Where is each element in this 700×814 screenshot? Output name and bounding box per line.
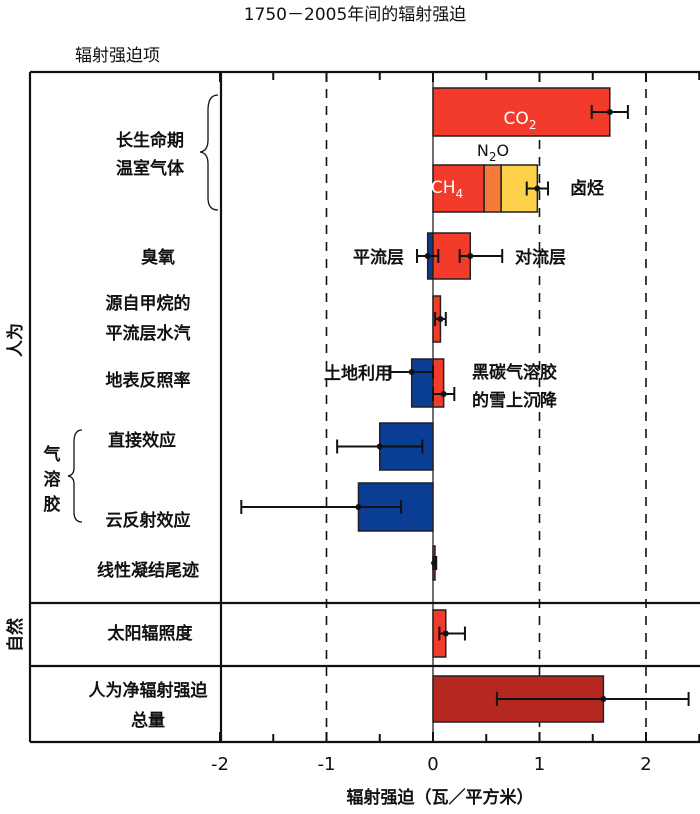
error-bar <box>389 365 434 379</box>
error-center-dot <box>440 391 447 397</box>
x-tick-label: -2 <box>211 754 229 775</box>
error-bar <box>416 249 440 263</box>
aerosol-brace-label-char: 气 <box>43 444 61 465</box>
error-center-dot <box>442 630 449 637</box>
error-bar <box>525 181 550 196</box>
land-use-label: 土地利用 <box>324 363 392 384</box>
bar-ch4 <box>432 164 485 213</box>
error-center-dot <box>355 504 362 510</box>
row-label: 臭氧 <box>141 247 175 268</box>
x-tick-label: 1 <box>534 754 545 775</box>
x-tick-label: 2 <box>640 754 651 775</box>
chart-title: 1750－2005年间的辐射强迫 <box>244 5 467 25</box>
error-center-dot <box>424 253 431 259</box>
aerosol-brace-label-char: 溶 <box>44 469 61 490</box>
aerosol-brace-label-char: 胶 <box>44 494 61 515</box>
error-bar <box>432 387 456 401</box>
stratospheric-ozone-label: 平流层 <box>353 247 404 268</box>
group-label: 人为 <box>5 323 26 357</box>
row-label: 平流层水汽 <box>106 323 191 344</box>
black-carbon-label: 黑碳气溶胶 <box>472 362 557 383</box>
ghg-brace <box>199 94 219 211</box>
error-bar <box>240 500 403 514</box>
error-center-dot <box>606 109 613 115</box>
row-label: 温室气体 <box>116 158 185 179</box>
error-center-dot <box>437 316 444 322</box>
error-center-dot <box>534 185 541 192</box>
row-label: 长生命期 <box>116 130 184 151</box>
group-label: 自然 <box>5 618 26 652</box>
error-bar <box>431 556 438 570</box>
error-bar <box>438 626 466 641</box>
bars <box>357 87 611 723</box>
row-label: 直接效应 <box>108 430 176 451</box>
tropospheric-ozone-label: 对流层 <box>515 247 566 268</box>
error-center-dot <box>467 253 474 259</box>
row-label: 云反射效应 <box>106 510 191 531</box>
error-center-dot <box>431 560 438 566</box>
bar-土地利用 <box>410 358 434 408</box>
error-bar <box>434 312 447 326</box>
row-label: 人为净辐射强迫 <box>89 680 209 701</box>
x-tick-label: -1 <box>318 754 336 775</box>
x-axis-label: 辐射强迫（瓦／平方米） <box>347 787 534 808</box>
row-labels: 长生命期温室气体臭氧源自甲烷的平流层水汽地表反照率直接效应云反射效应线性凝结尾迹… <box>5 109 604 731</box>
halocarbons-label: 卤烃 <box>570 178 604 199</box>
error-bars <box>240 105 690 706</box>
n2o-label: N2O <box>477 141 509 164</box>
row-label: 源自甲烷的 <box>106 293 191 314</box>
x-tick-label: 0 <box>427 754 438 775</box>
row-label: 太阳辐照度 <box>108 623 194 644</box>
ch4-label: CH4 <box>431 178 463 201</box>
error-bar <box>495 692 690 706</box>
aerosol-brace <box>67 429 83 523</box>
black-carbon-label-line2: 的雪上沉降 <box>472 390 558 411</box>
error-bar <box>590 105 629 119</box>
co2-label: CO2 <box>504 109 537 132</box>
error-bar <box>336 439 424 454</box>
row-label: 地表反照率 <box>106 370 191 391</box>
column-header: 辐射强迫项 <box>75 46 160 66</box>
error-center-dot <box>408 369 415 375</box>
error-center-dot <box>376 443 383 450</box>
error-center-dot <box>600 696 607 702</box>
row-label: 线性凝结尾迹 <box>97 560 199 581</box>
row-label: 总量 <box>131 710 165 731</box>
error-bar <box>458 249 504 263</box>
bar-黑碳气溶胶的雪上沉降 <box>432 358 445 408</box>
bar-n2o <box>483 164 502 213</box>
frame <box>28 70 700 744</box>
